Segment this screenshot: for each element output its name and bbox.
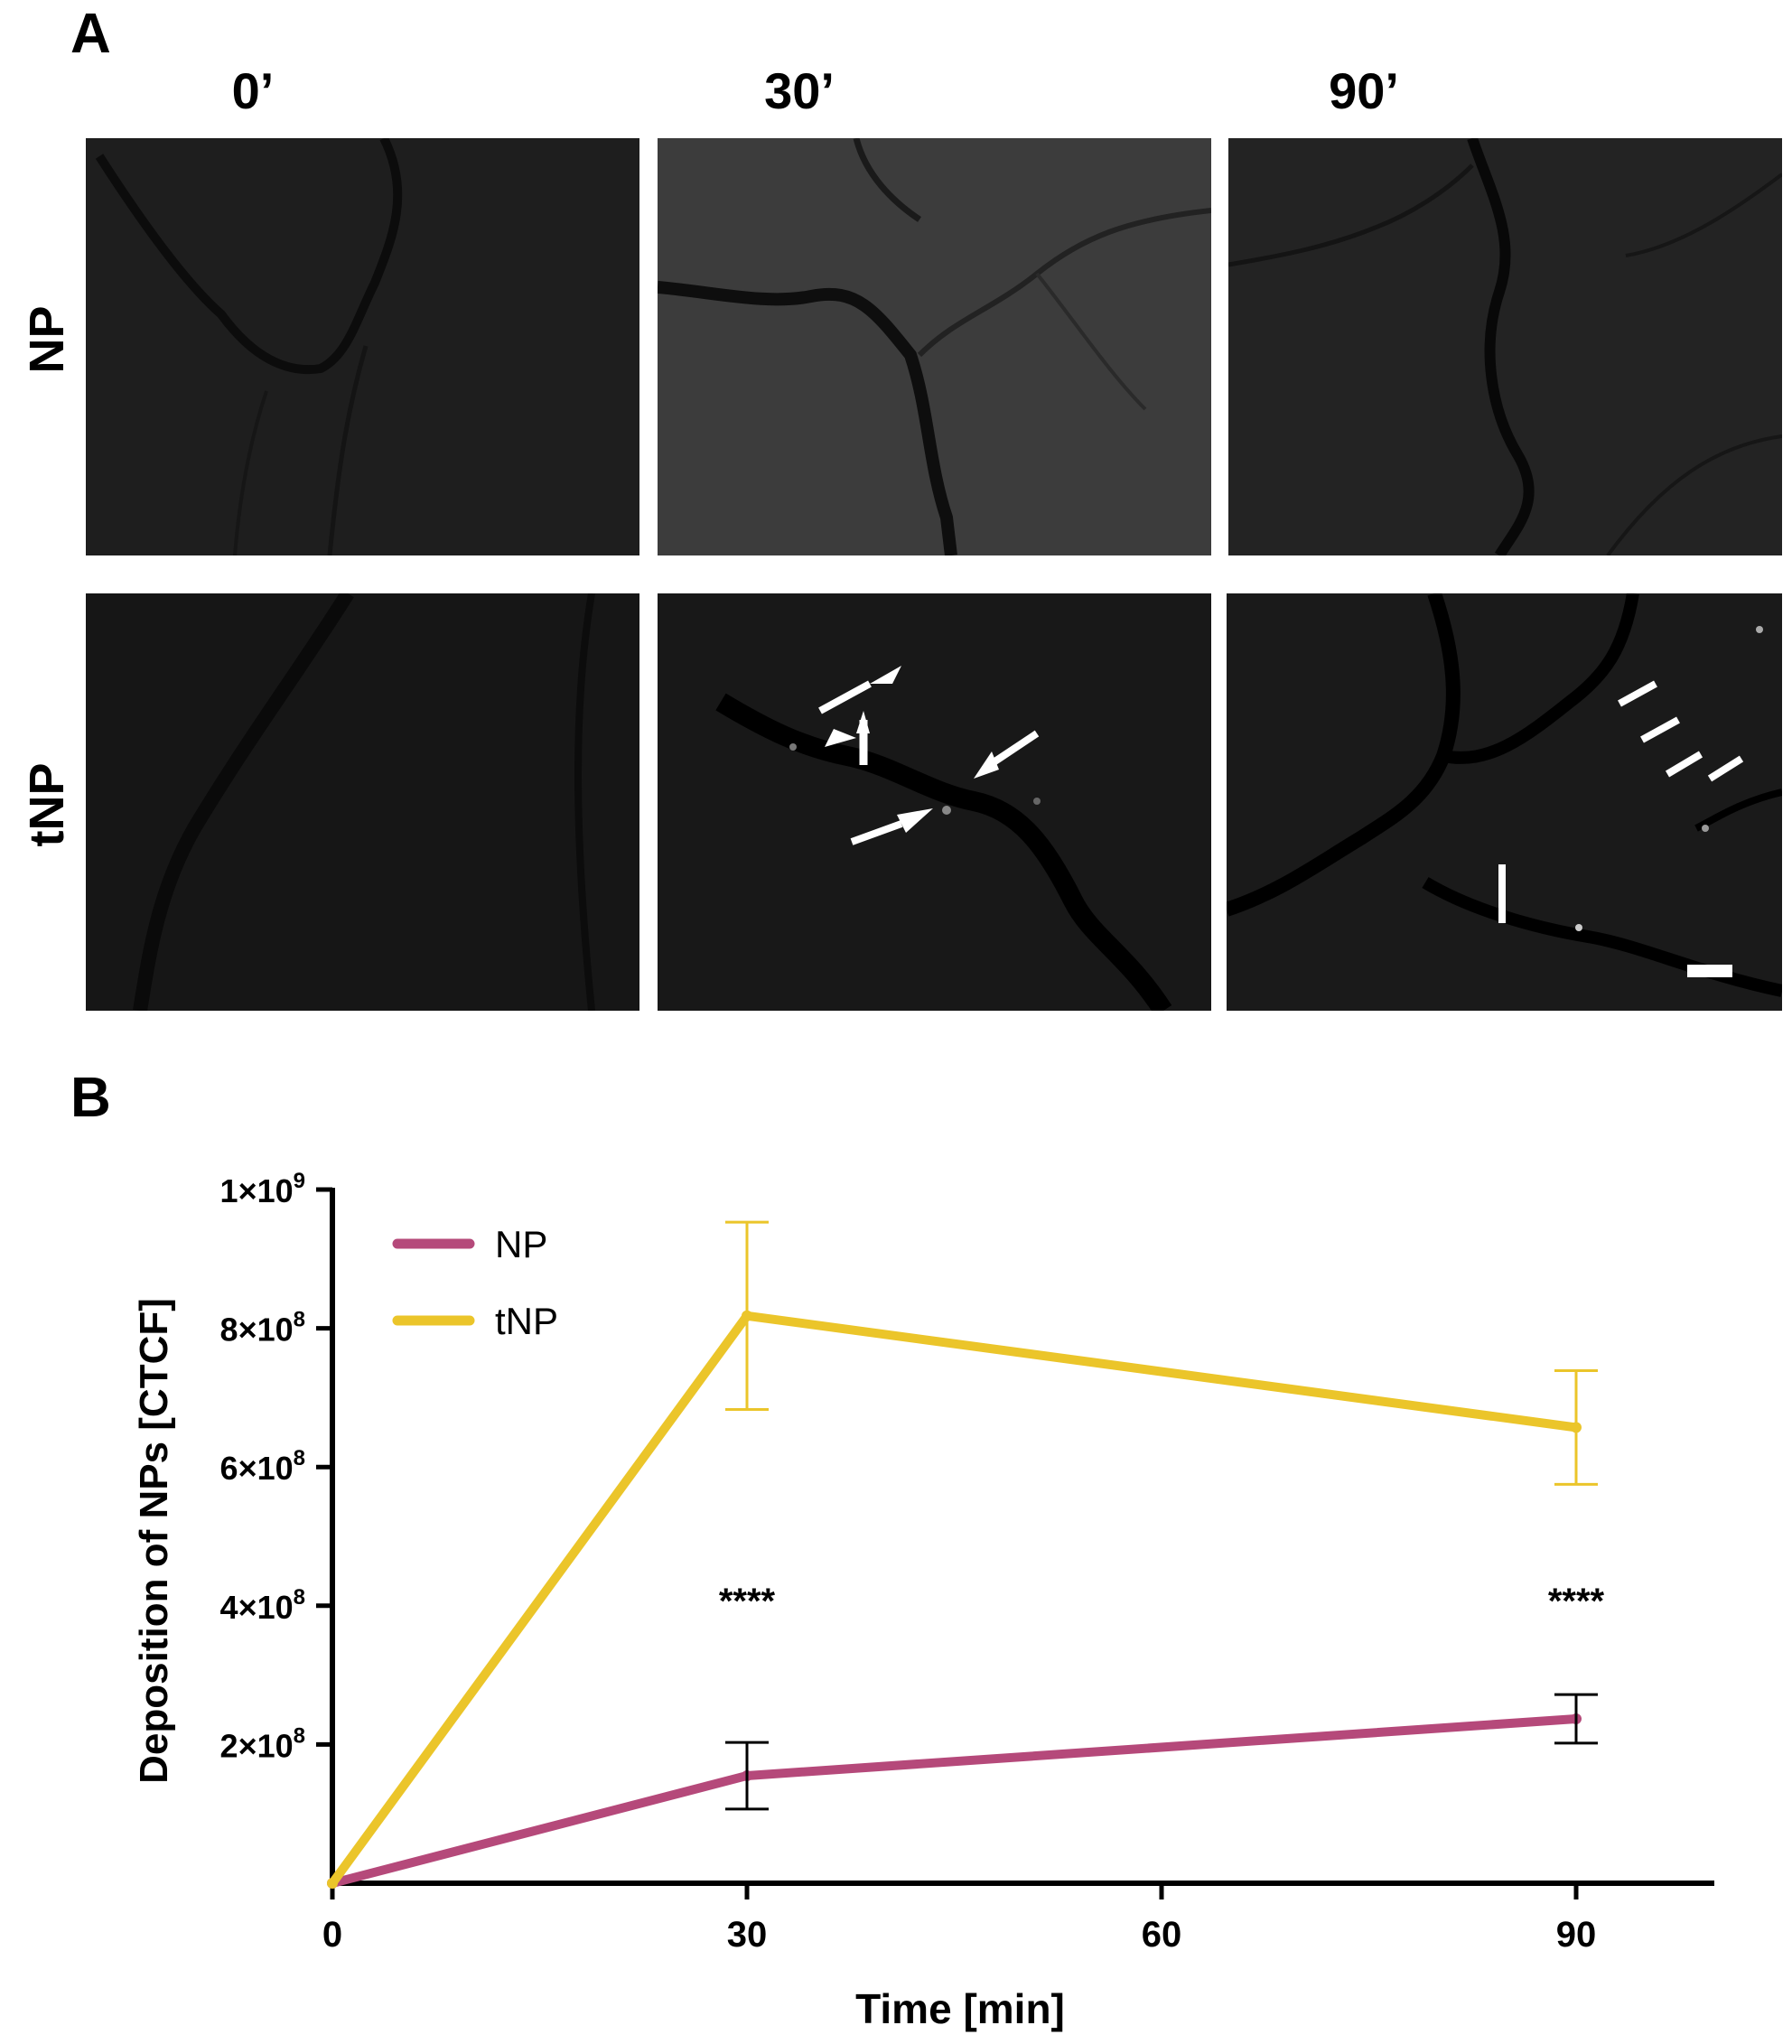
series-line-np [331, 1713, 1577, 1888]
y-tick-label: 2×108 [220, 1723, 305, 1764]
y-tick-exponent: 9 [294, 1169, 305, 1193]
y-tick-base: 6×10 [220, 1450, 294, 1487]
column-header-90min: 90’ [1329, 62, 1399, 119]
y-tick-label: 4×108 [220, 1585, 305, 1626]
x-axis-label: Time [min] [855, 1985, 1065, 2032]
x-tick-label: 30 [727, 1915, 768, 1955]
y-tick-exponent: 8 [294, 1585, 305, 1610]
y-tick-base: 1×10 [220, 1172, 294, 1209]
legend-label: NP [495, 1223, 547, 1265]
x-tick-label: 60 [1142, 1915, 1182, 1955]
x-tick-label: 0 [322, 1915, 342, 1955]
micrograph-np-90min [1228, 138, 1782, 555]
panel-b-label: B [70, 1067, 111, 1129]
y-axis-label: Deposition of NPs [CTCF] [132, 1298, 176, 1784]
micrograph-tnp-0min [86, 593, 639, 1011]
y-tick-base: 8×10 [220, 1311, 294, 1349]
column-header-30min: 30’ [764, 62, 835, 119]
series-line-tnp [328, 1311, 1577, 1886]
column-header-0min: 0’ [231, 62, 275, 119]
y-tick-label: 6×108 [220, 1446, 305, 1487]
y-tick-exponent: 8 [294, 1308, 305, 1332]
micrograph-tnp-30min [658, 593, 1211, 1011]
micrograph-tnp-90min [1227, 593, 1782, 1011]
micrograph-np-30min [658, 138, 1211, 555]
legend-label: tNP [495, 1300, 558, 1342]
micrograph-np-0min [86, 138, 639, 555]
y-tick-label: 1×109 [220, 1169, 305, 1209]
row-header-np: NP [20, 305, 74, 374]
y-tick-base: 4×10 [220, 1589, 294, 1626]
significance-annotation: **** [1548, 1582, 1605, 1621]
row-header-tnp: tNP [20, 762, 74, 847]
panel-a-label: A [70, 3, 111, 65]
data-point [327, 1878, 338, 1889]
y-tick-label: 8×108 [220, 1308, 305, 1349]
x-tick-label: 90 [1556, 1915, 1597, 1955]
significance-annotation: **** [719, 1582, 776, 1621]
y-tick-base: 2×10 [220, 1727, 294, 1764]
y-tick-exponent: 8 [294, 1446, 305, 1470]
arrow-icon [818, 666, 1040, 845]
y-tick-exponent: 8 [294, 1723, 305, 1748]
